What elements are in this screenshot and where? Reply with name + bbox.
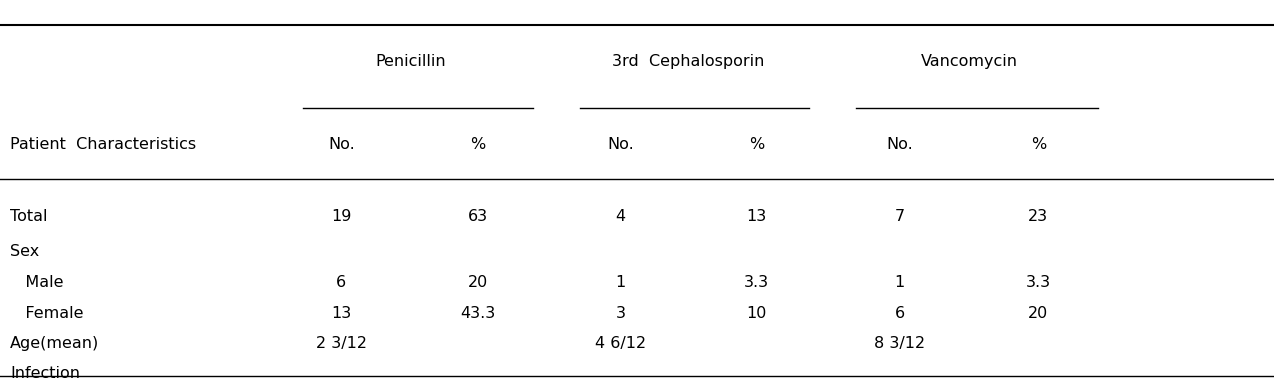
Text: 10: 10 <box>747 306 767 321</box>
Text: %: % <box>1031 137 1046 152</box>
Text: 8 3/12: 8 3/12 <box>874 336 925 351</box>
Text: Penicillin: Penicillin <box>375 54 446 69</box>
Text: Age(mean): Age(mean) <box>10 336 99 351</box>
Text: Patient  Characteristics: Patient Characteristics <box>10 137 196 152</box>
Text: 13: 13 <box>747 210 767 224</box>
Text: 3rd  Cephalosporin: 3rd Cephalosporin <box>612 54 764 69</box>
Text: No.: No. <box>329 137 354 152</box>
Text: 3: 3 <box>615 306 626 321</box>
Text: No.: No. <box>887 137 912 152</box>
Text: %: % <box>749 137 764 152</box>
Text: 20: 20 <box>468 275 488 290</box>
Text: 4: 4 <box>615 210 626 224</box>
Text: Female: Female <box>10 306 84 321</box>
Text: 1: 1 <box>894 275 905 290</box>
Text: 3.3: 3.3 <box>744 275 769 290</box>
Text: 43.3: 43.3 <box>460 306 496 321</box>
Text: Sex: Sex <box>10 244 39 259</box>
Text: 1: 1 <box>615 275 626 290</box>
Text: Infection: Infection <box>10 366 80 381</box>
Text: 19: 19 <box>331 210 352 224</box>
Text: 7: 7 <box>894 210 905 224</box>
Text: No.: No. <box>608 137 633 152</box>
Text: 6: 6 <box>336 275 347 290</box>
Text: 63: 63 <box>468 210 488 224</box>
Text: 3.3: 3.3 <box>1026 275 1051 290</box>
Text: Total: Total <box>10 210 47 224</box>
Text: 6: 6 <box>894 306 905 321</box>
Text: 2 3/12: 2 3/12 <box>316 336 367 351</box>
Text: Male: Male <box>10 275 64 290</box>
Text: %: % <box>470 137 485 152</box>
Text: Vancomycin: Vancomycin <box>921 54 1018 69</box>
Text: 13: 13 <box>331 306 352 321</box>
Text: 23: 23 <box>1028 210 1049 224</box>
Text: 4 6/12: 4 6/12 <box>595 336 646 351</box>
Text: 20: 20 <box>1028 306 1049 321</box>
